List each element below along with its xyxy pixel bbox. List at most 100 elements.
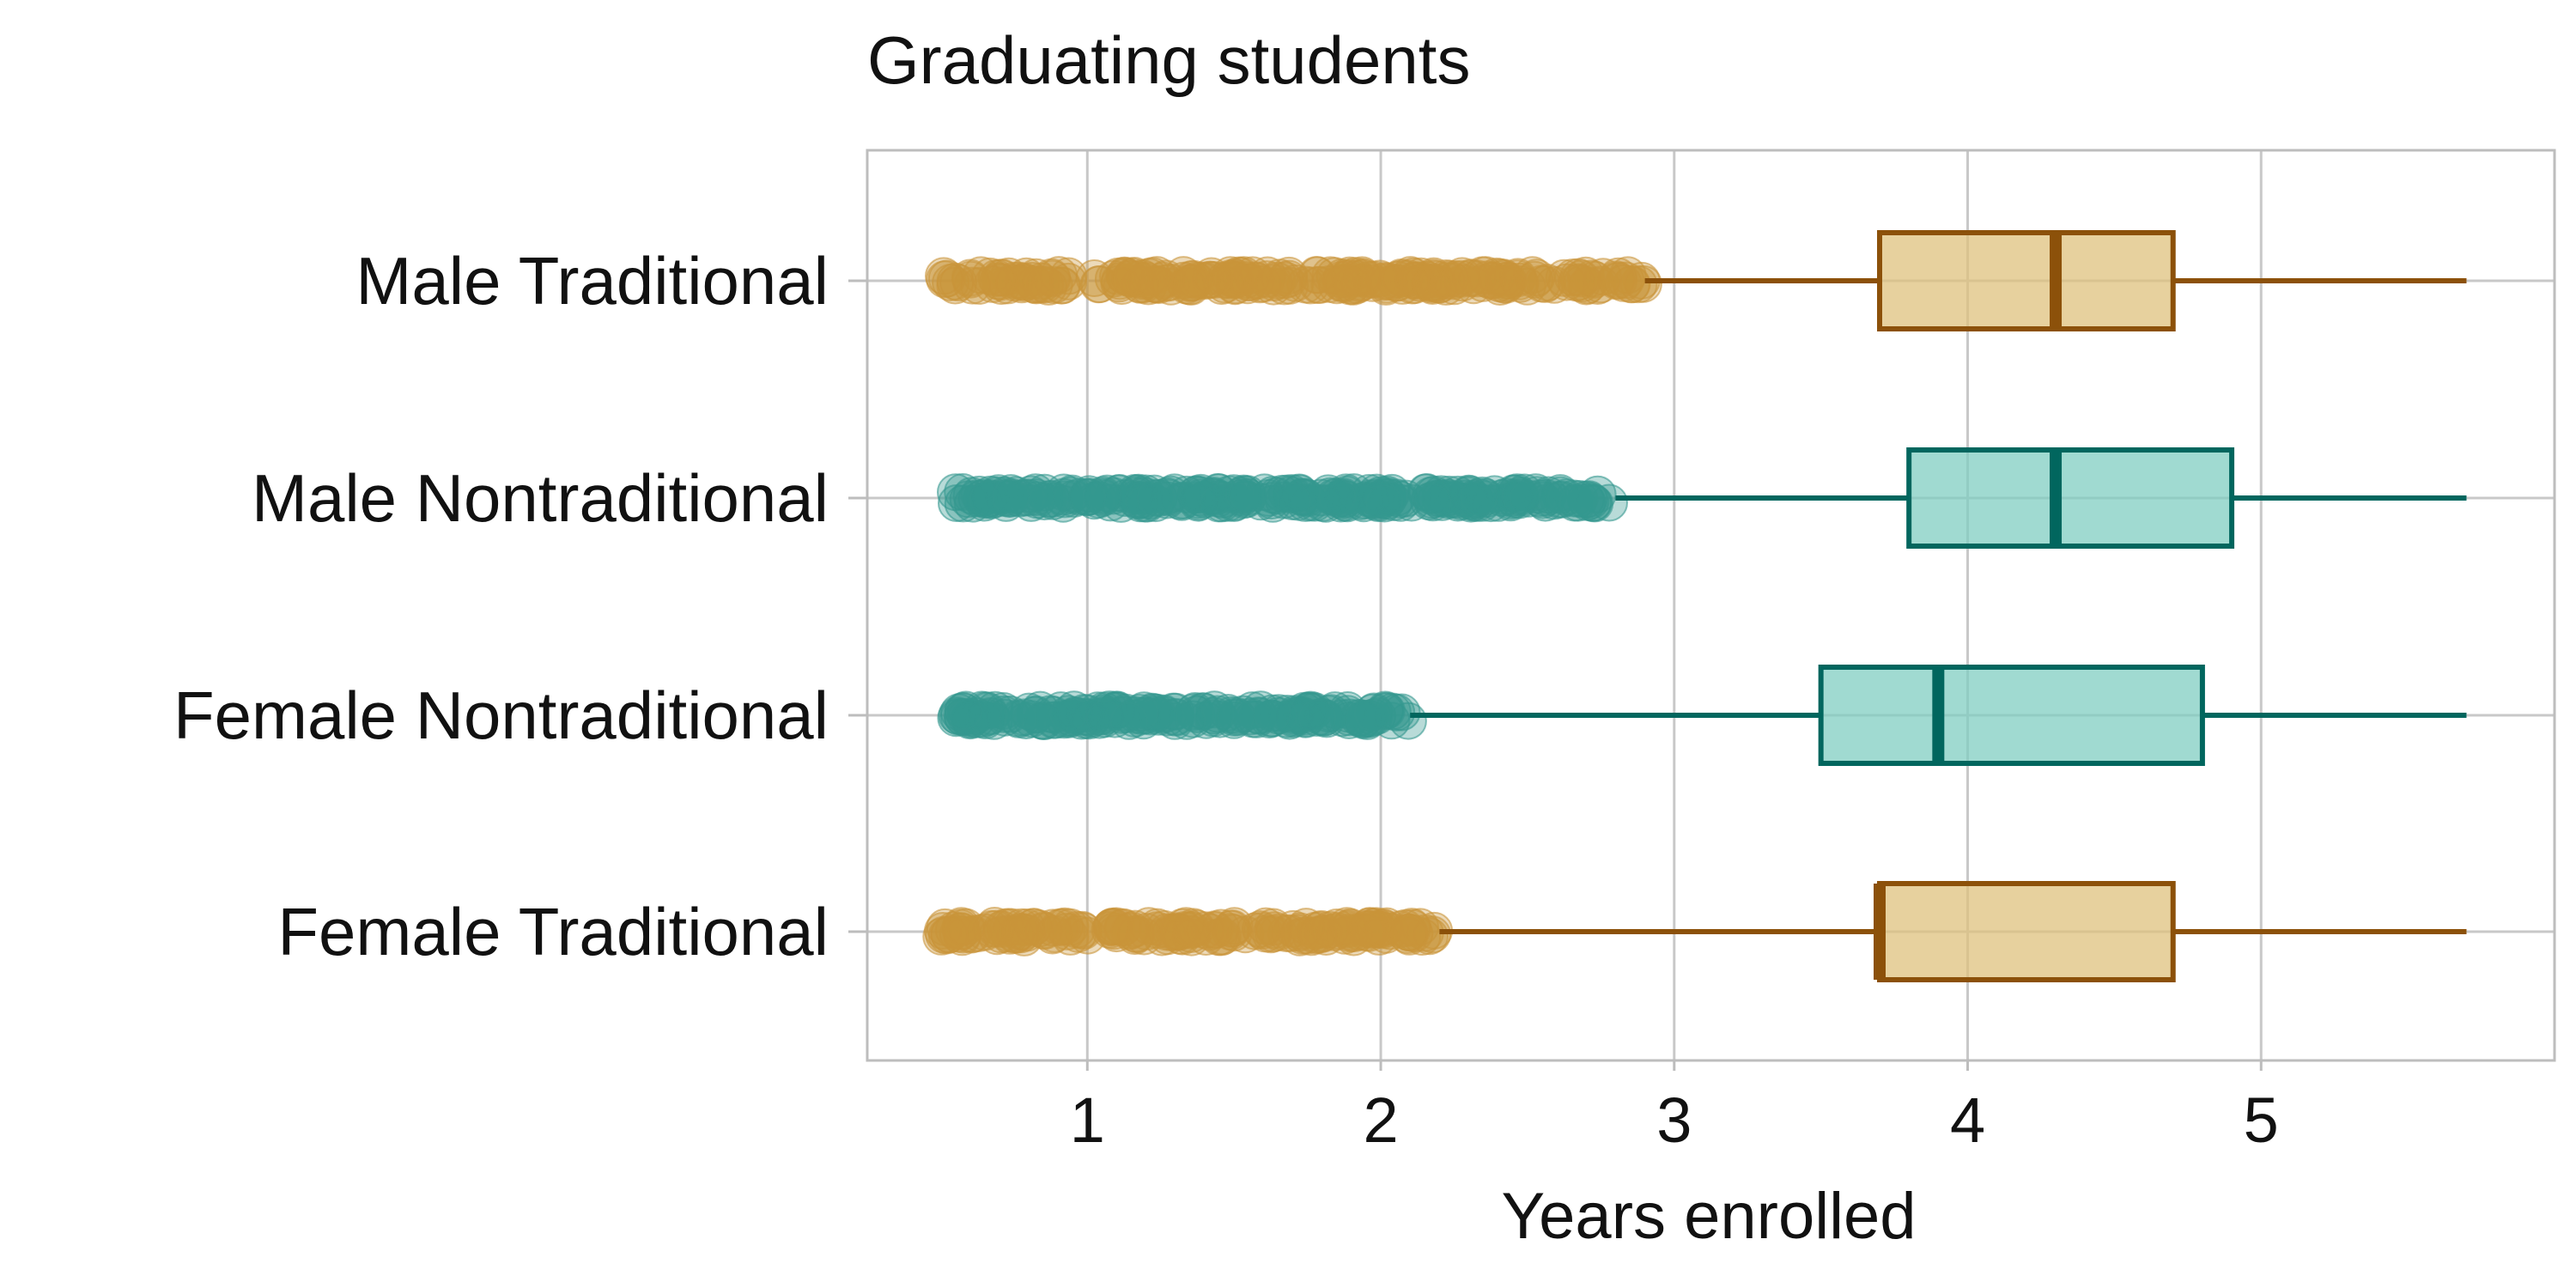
outlier-point [1298, 699, 1337, 737]
outlier-point [936, 266, 975, 305]
outlier-point [982, 915, 1021, 954]
outlier-point [1138, 693, 1176, 732]
outlier-point [1428, 478, 1467, 517]
outlier-point [1255, 911, 1294, 950]
x-tick-label: 2 [1363, 1084, 1398, 1156]
outlier-point [992, 477, 1030, 516]
outlier-point [1324, 481, 1363, 519]
x-tick-label: 1 [1070, 1084, 1105, 1156]
outlier-point [1005, 264, 1043, 302]
outlier-point [1160, 913, 1199, 951]
outlier-point [968, 698, 1006, 737]
box-iqr [1818, 665, 2205, 766]
outlier-point [1167, 266, 1206, 305]
outlier-point [930, 915, 969, 954]
outlier-point [1253, 694, 1291, 732]
outlier-point [1096, 700, 1134, 738]
outlier-point [1168, 702, 1206, 740]
outlier-point [1147, 259, 1185, 298]
x-axis-label: Years enrolled [1501, 1180, 1916, 1253]
outlier-point [1517, 258, 1556, 297]
outlier-point [1136, 478, 1175, 517]
outlier-point [1571, 482, 1610, 520]
outlier-points [922, 256, 1662, 957]
outlier-point [1243, 264, 1282, 303]
outlier-point [1287, 908, 1325, 946]
outlier-point [1367, 265, 1406, 304]
outlier-point [1213, 909, 1252, 948]
outlier-point [1127, 913, 1166, 951]
outlier-point [1355, 908, 1394, 946]
box-iqr [1877, 881, 2176, 982]
outlier-point [1065, 694, 1103, 732]
outlier-point [1522, 264, 1561, 303]
outlier-point [999, 699, 1037, 738]
outlier-point [1273, 483, 1311, 520]
outlier-point [1212, 258, 1250, 297]
outlier-point [1049, 695, 1088, 733]
y-tick-label: Female Traditional [277, 894, 829, 969]
outlier-point [1624, 264, 1662, 303]
chart-title: Graduating students [867, 22, 1470, 98]
outlier-point [1139, 697, 1178, 736]
box-iqr [1877, 230, 2176, 331]
outlier-point [1357, 910, 1395, 949]
outlier-point [1364, 263, 1403, 301]
outlier-point [1109, 702, 1148, 740]
outlier-point [1443, 257, 1481, 295]
outlier-point [1229, 475, 1267, 513]
outlier-point [1144, 261, 1182, 300]
outlier-point [1026, 265, 1065, 304]
outlier-point [937, 699, 975, 738]
y-tick-label: Female Nontraditional [173, 677, 829, 753]
outlier-point [1042, 908, 1081, 946]
outlier-point [1177, 475, 1216, 513]
outlier-point [1390, 917, 1429, 956]
outlier-point [1373, 473, 1411, 512]
x-tick-label: 5 [2244, 1084, 2279, 1156]
outlier-point [1175, 908, 1213, 946]
outlier-point [1431, 259, 1469, 298]
outlier-point [1200, 484, 1238, 523]
x-tick-label: 3 [1656, 1084, 1692, 1156]
outlier-point [1254, 914, 1292, 953]
outlier-point [1217, 696, 1255, 735]
outlier-point [1597, 262, 1636, 301]
outlier-point [1202, 908, 1240, 947]
plot-frame [866, 149, 2556, 1062]
outlier-point [1271, 914, 1309, 952]
outlier-point [944, 692, 982, 731]
outlier-point [972, 909, 1011, 948]
outlier-point [1460, 477, 1498, 516]
outlier-point [1558, 264, 1595, 302]
outlier-point [1084, 477, 1122, 515]
outlier-point [1216, 261, 1254, 300]
outlier-point [1558, 483, 1597, 522]
outlier-point [1068, 478, 1107, 517]
y-axis-labels: Male Traditional Male Nontraditional Femal… [173, 243, 867, 969]
outlier-point [1242, 912, 1281, 950]
outlier-point [1126, 484, 1164, 523]
outlier-point [1297, 256, 1336, 295]
x-tick-label: 4 [1950, 1084, 1985, 1156]
outlier-point [1318, 477, 1357, 516]
outlier-point [973, 264, 1012, 303]
outlier-point [1322, 260, 1361, 299]
outlier-point [938, 484, 975, 522]
outlier-point [1365, 484, 1404, 523]
outlier-point [1137, 265, 1176, 304]
outlier-point [1547, 478, 1586, 517]
outlier-point [1115, 257, 1153, 295]
outlier-point [1030, 480, 1068, 519]
outlier-point [1091, 908, 1130, 947]
y-tick-label: Male Nontraditional [252, 460, 829, 536]
box-iqr [1906, 447, 2235, 549]
x-axis-ticks: 1 2 3 4 5 [1070, 1060, 2279, 1156]
outlier-point [1509, 479, 1547, 518]
outlier-point [1287, 916, 1326, 955]
outlier-point [1236, 261, 1275, 300]
outlier-point [1478, 257, 1516, 295]
outlier-point [1413, 483, 1452, 522]
outlier-point [1170, 264, 1209, 302]
